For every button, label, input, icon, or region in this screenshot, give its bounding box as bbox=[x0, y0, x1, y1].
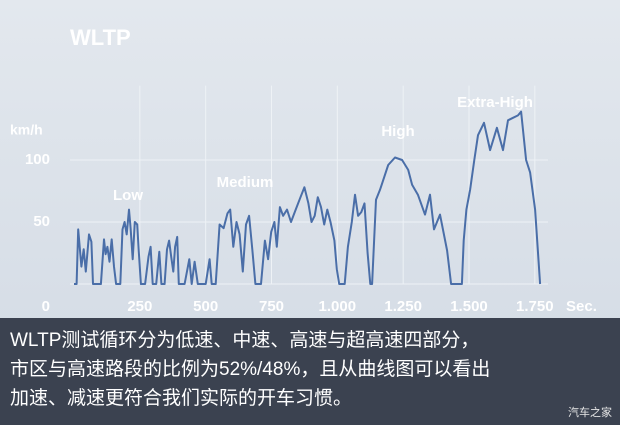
plot: 0 50 100 250 500 750 1.000 1.250 1.500 1.750 Low Me… bbox=[25, 85, 554, 315]
y-tick-label: 0 bbox=[42, 298, 50, 315]
annotation: Low bbox=[113, 187, 143, 204]
x-tick-label: 1.750 bbox=[516, 298, 554, 315]
x-axis-label: Sec. bbox=[566, 298, 597, 315]
watermark: 汽车之家 bbox=[568, 405, 612, 419]
y-tick-label: 50 bbox=[33, 213, 50, 230]
speed-line bbox=[74, 110, 542, 285]
x-tick-label: 1.000 bbox=[319, 298, 357, 315]
x-tick-label: 250 bbox=[127, 298, 152, 315]
caption-line: 加速、减速更符合我们实际的开车习惯。 bbox=[10, 387, 352, 409]
annotation: Medium bbox=[217, 174, 274, 191]
x-tick-label: 1.500 bbox=[450, 298, 488, 315]
annotation: High bbox=[381, 123, 414, 140]
chart-title: WLTP bbox=[70, 25, 131, 50]
caption-line: 市区与高速路段的比例为52%/48%，且从曲线图可以看出 bbox=[10, 358, 490, 380]
x-tick-label: 1.250 bbox=[384, 298, 422, 315]
annotation: Extra-High bbox=[457, 94, 533, 111]
caption-box bbox=[0, 318, 620, 425]
caption-line: WLTP测试循环分为低速、中速、高速与超高速四部分， bbox=[10, 329, 479, 351]
x-tick-label: 750 bbox=[259, 298, 284, 315]
x-tick-label: 500 bbox=[193, 298, 218, 315]
y-tick-label: 100 bbox=[25, 151, 50, 168]
y-axis-label: km/h bbox=[10, 122, 43, 138]
